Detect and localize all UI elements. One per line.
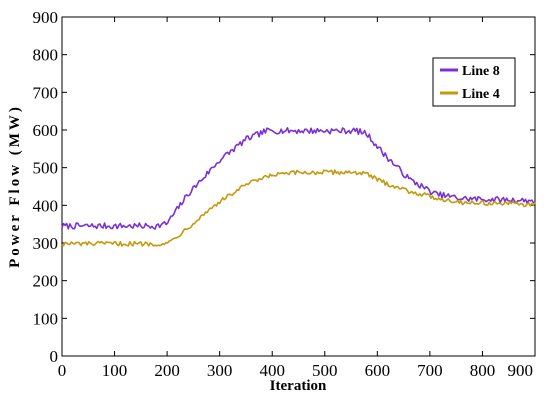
series-line-line-4 — [61, 169, 536, 247]
legend: Line 8 Line 4 — [432, 57, 516, 107]
x-tick-label: 700 — [417, 361, 443, 380]
y-tick-label: 600 — [33, 121, 59, 140]
x-axis-title: Iteration — [270, 378, 327, 394]
series-layer — [61, 127, 536, 247]
y-tick-label: 500 — [33, 159, 59, 178]
y-tick-label: 200 — [33, 272, 59, 291]
y-tick-label: 400 — [33, 196, 59, 215]
x-tick-label: 800 — [470, 361, 496, 380]
x-tick-label: 900 — [508, 361, 534, 380]
y-tick-label: 100 — [33, 309, 59, 328]
x-tick-label: 100 — [102, 361, 128, 380]
legend-label-line-4: Line 4 — [462, 87, 500, 102]
x-axis: 0 100 200 300 400 500 600 700 800 900 — [58, 17, 536, 380]
series-line-line-8 — [61, 127, 536, 230]
legend-box — [432, 57, 516, 107]
y-tick-label: 900 — [33, 8, 59, 27]
y-tick-label: 300 — [33, 234, 59, 253]
y-tick-label: 700 — [33, 83, 59, 102]
y-axis-title: Power Flow (MW) — [7, 104, 23, 268]
x-tick-label: 600 — [365, 361, 391, 380]
legend-label-line-8: Line 8 — [462, 64, 500, 79]
y-tick-label: 800 — [33, 46, 59, 65]
x-tick-label: 200 — [154, 361, 180, 380]
x-tick-label: 300 — [207, 361, 233, 380]
x-tick-label: 0 — [58, 361, 67, 380]
y-tick-label: 0 — [50, 347, 59, 366]
y-axis: 0 100 200 300 400 500 600 700 800 900 — [33, 8, 535, 366]
x-tick-label: 500 — [312, 361, 338, 380]
x-tick-label: 400 — [259, 361, 285, 380]
